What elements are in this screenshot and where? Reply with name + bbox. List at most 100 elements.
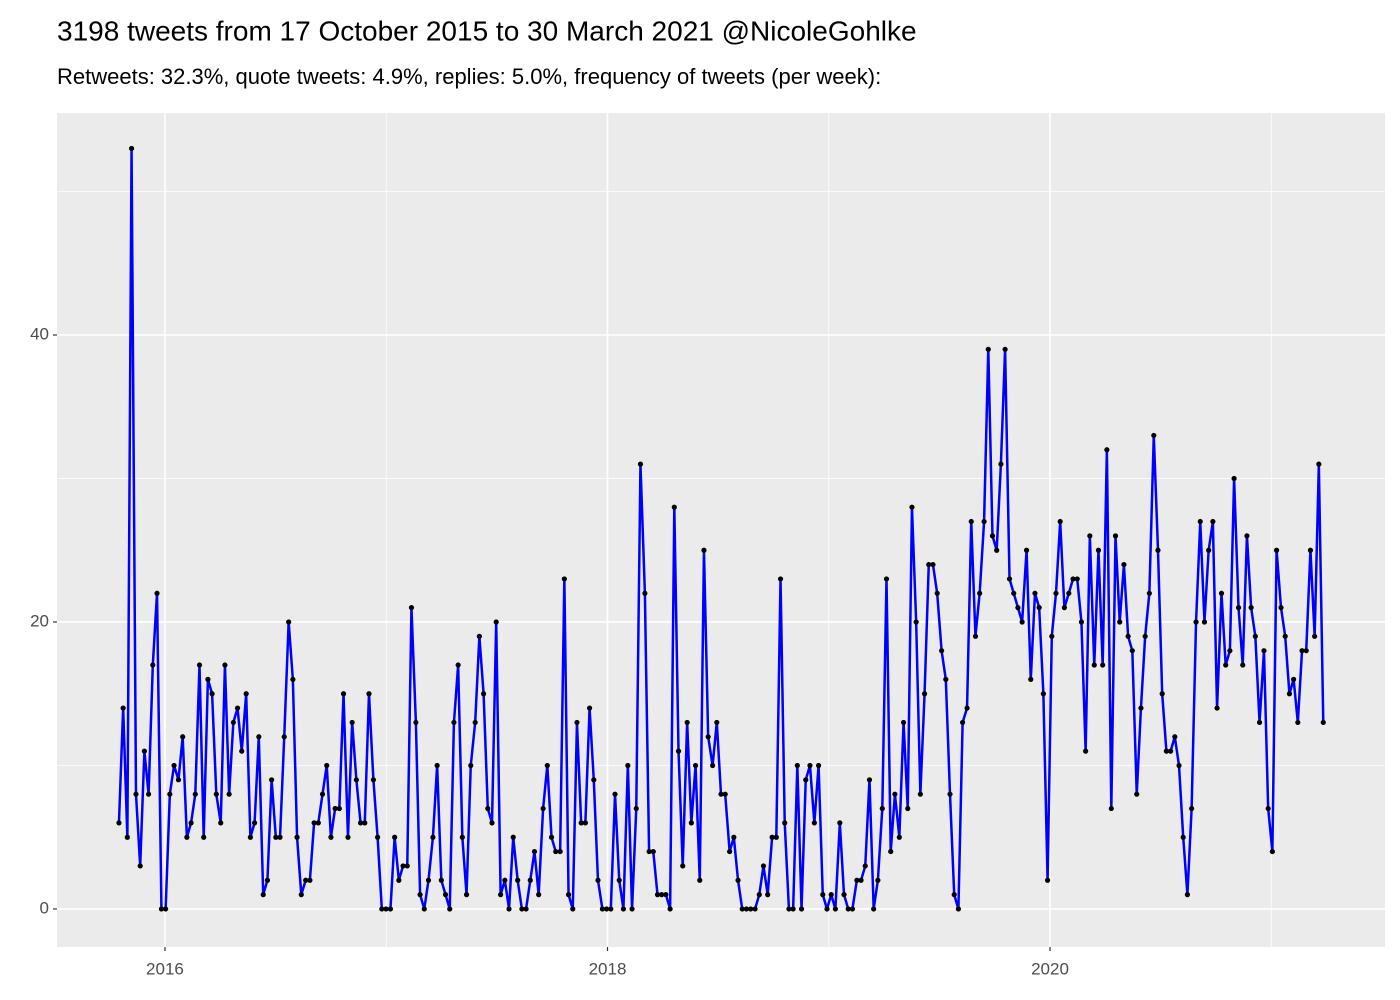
data-point [264, 877, 271, 883]
chart-title: 3198 tweets from 17 October 2015 to 30 M… [57, 15, 917, 46]
data-point [1015, 605, 1021, 611]
x-tick-label: 2020 [1031, 959, 1069, 978]
data-point [260, 892, 266, 898]
data-point [845, 906, 851, 912]
data-point [803, 777, 809, 783]
data-point [209, 691, 215, 697]
data-point [171, 762, 177, 769]
data-point [417, 892, 423, 898]
data-point [472, 719, 478, 726]
data-point [837, 820, 843, 826]
data-point [612, 791, 618, 797]
data-point [1265, 805, 1271, 812]
data-point [951, 892, 957, 898]
data-point [286, 619, 292, 625]
data-point [175, 777, 182, 783]
data-point [324, 762, 330, 769]
data-point [120, 705, 126, 711]
data-point [854, 877, 860, 883]
data-point [760, 863, 767, 869]
y-tick-label: 20 [30, 611, 49, 630]
data-point [319, 791, 326, 797]
data-point [1044, 877, 1051, 883]
data-point [510, 834, 516, 840]
x-tick-label: 2018 [589, 959, 627, 978]
data-point [667, 906, 673, 912]
data-point [709, 762, 716, 769]
data-point [1218, 590, 1225, 596]
data-point [930, 561, 936, 568]
data-point [315, 820, 321, 826]
data-point [455, 662, 461, 668]
data-point [798, 906, 805, 912]
data-point [985, 346, 991, 352]
data-point [752, 906, 758, 912]
data-point [544, 762, 550, 769]
data-point [718, 791, 724, 797]
data-point [1061, 605, 1067, 611]
data-point [947, 791, 953, 797]
data-point [531, 848, 538, 855]
data-point [519, 906, 525, 912]
data-point [871, 906, 877, 912]
data-point [133, 791, 139, 797]
data-point [1151, 432, 1157, 439]
data-point [1040, 691, 1046, 697]
data-point [1303, 648, 1309, 654]
data-point [218, 820, 224, 826]
data-point [832, 906, 838, 912]
data-point [1316, 461, 1322, 467]
data-point [400, 863, 406, 869]
data-point [964, 705, 970, 711]
data-point [447, 906, 453, 912]
data-point [311, 820, 317, 826]
data-point [387, 906, 394, 912]
data-point [650, 848, 656, 855]
data-point [998, 461, 1004, 467]
data-point [1235, 605, 1242, 611]
data-point [1307, 547, 1314, 553]
data-point [158, 906, 165, 912]
data-point [413, 719, 419, 726]
data-point [701, 547, 707, 553]
data-point [404, 863, 410, 869]
data-point [196, 662, 203, 668]
plot-panel [57, 113, 1385, 947]
data-point [1057, 518, 1063, 525]
data-point [820, 892, 826, 898]
data-point [828, 892, 834, 898]
data-point [692, 762, 699, 769]
data-point [926, 561, 932, 568]
data-point [629, 906, 635, 912]
data-point [1011, 590, 1017, 596]
data-point [243, 691, 249, 697]
data-point [675, 748, 682, 754]
data-point [1167, 748, 1174, 754]
data-point [536, 892, 542, 898]
data-point [205, 676, 211, 682]
data-point [663, 892, 669, 898]
data-point [425, 877, 432, 883]
data-point [1269, 848, 1275, 855]
data-point [586, 705, 593, 711]
data-point [866, 777, 873, 783]
data-point [604, 906, 610, 912]
data-point [1049, 633, 1055, 639]
data-point [303, 877, 309, 883]
data-point [714, 719, 720, 726]
data-point [862, 863, 868, 869]
data-point [646, 848, 652, 855]
data-point [137, 863, 143, 869]
data-point [307, 877, 313, 883]
data-point [392, 834, 398, 840]
data-point [154, 590, 160, 596]
data-point [786, 906, 792, 912]
data-point [332, 805, 338, 812]
data-point [1193, 619, 1199, 625]
data-point [883, 576, 890, 582]
data-point [1320, 719, 1326, 726]
data-point [226, 791, 232, 797]
data-point [1006, 576, 1013, 582]
data-point [1129, 648, 1135, 654]
data-point [739, 906, 745, 912]
